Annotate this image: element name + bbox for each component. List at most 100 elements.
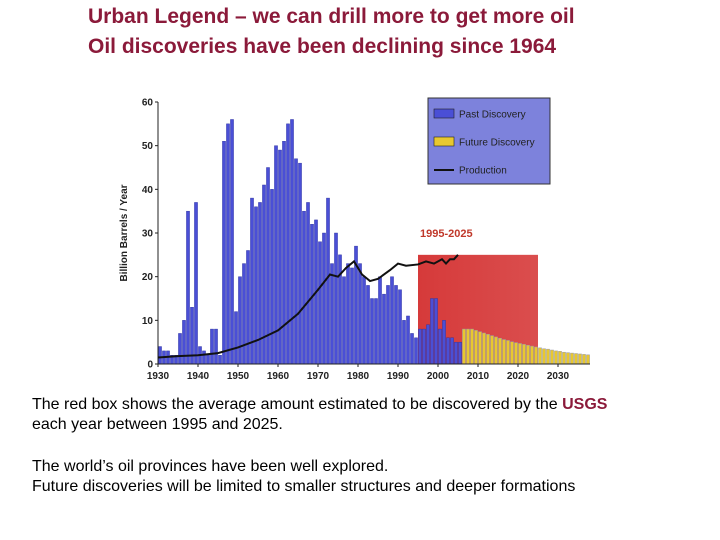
bar-future-discovery xyxy=(546,348,550,365)
bar-past-discovery xyxy=(202,350,206,365)
y-axis-label: Billion Barrels / Year xyxy=(119,184,130,281)
bar-past-discovery xyxy=(210,328,214,365)
bar-past-discovery xyxy=(290,119,294,365)
bar-future-discovery xyxy=(570,352,574,365)
bar-past-discovery xyxy=(350,267,354,365)
bar-past-discovery xyxy=(182,320,186,365)
y-tick-label: 20 xyxy=(142,272,154,283)
bar-future-discovery xyxy=(554,350,558,365)
bar-future-discovery xyxy=(562,351,566,365)
y-tick-label: 40 xyxy=(142,185,154,196)
bar-past-discovery xyxy=(178,333,182,365)
bar-past-discovery xyxy=(430,298,434,365)
bar-past-discovery xyxy=(458,341,462,365)
bar-future-discovery xyxy=(522,344,526,365)
bar-past-discovery xyxy=(402,320,406,365)
paragraph-exploration-line2: Future discoveries will be limited to sm… xyxy=(32,478,576,495)
paragraph-forecast-text: The red box shows the average amount est… xyxy=(32,396,563,413)
y-tick-label: 60 xyxy=(142,98,154,109)
bar-past-discovery xyxy=(222,141,226,365)
bar-future-discovery xyxy=(558,351,562,365)
x-tick-label: 1950 xyxy=(227,371,250,382)
bar-future-discovery xyxy=(474,330,478,365)
bar-future-discovery xyxy=(470,328,474,365)
bar-future-discovery xyxy=(478,331,482,365)
y-tick-label: 0 xyxy=(147,360,153,371)
bar-future-discovery xyxy=(502,339,506,365)
legend-label: Future Discovery xyxy=(459,138,535,149)
usgs-highlight: USGS xyxy=(562,396,608,413)
bar-future-discovery xyxy=(582,354,586,365)
bar-past-discovery xyxy=(242,263,246,365)
x-tick-label: 2030 xyxy=(547,371,570,382)
bar-future-discovery xyxy=(510,341,514,365)
bar-past-discovery xyxy=(218,355,222,365)
bar-past-discovery xyxy=(414,337,418,365)
bar-past-discovery xyxy=(206,355,210,365)
bar-past-discovery xyxy=(306,202,310,365)
bar-past-discovery xyxy=(418,328,422,365)
bar-past-discovery xyxy=(358,263,362,365)
bar-past-discovery xyxy=(286,123,290,365)
forecast-label-years: 1995-2025 xyxy=(420,228,473,240)
x-tick-label: 1960 xyxy=(267,371,290,382)
bar-past-discovery xyxy=(446,337,450,365)
bar-past-discovery xyxy=(230,119,234,365)
bar-past-discovery xyxy=(158,346,162,365)
x-tick-label: 1930 xyxy=(147,371,170,382)
x-tick-label: 1940 xyxy=(187,371,210,382)
bar-past-discovery xyxy=(378,276,382,365)
bar-past-discovery xyxy=(186,210,190,365)
bar-past-discovery xyxy=(454,341,458,365)
slide-subtitle: Oil discoveries have been declining sinc… xyxy=(88,35,557,58)
x-tick-label: 1970 xyxy=(307,371,330,382)
x-tick-label: 1980 xyxy=(347,371,370,382)
bar-past-discovery xyxy=(270,189,274,365)
bar-past-discovery xyxy=(342,276,346,365)
paragraph-exploration-note: The world’s oil provinces have been well… xyxy=(32,457,575,497)
legend-swatch xyxy=(433,108,455,119)
bar-past-discovery xyxy=(346,263,350,365)
bar-past-discovery xyxy=(318,241,322,365)
bar-future-discovery xyxy=(538,347,542,365)
bar-past-discovery xyxy=(194,202,198,365)
bar-past-discovery xyxy=(374,298,378,365)
paragraph-exploration-line1: The world’s oil provinces have been well… xyxy=(32,458,389,475)
bar-past-discovery xyxy=(394,285,398,365)
bar-past-discovery xyxy=(302,210,306,365)
bar-past-discovery xyxy=(426,324,430,365)
bar-past-discovery xyxy=(386,285,390,365)
bar-future-discovery xyxy=(490,335,494,365)
bar-past-discovery xyxy=(298,162,302,365)
bar-past-discovery xyxy=(226,123,230,365)
x-tick-label: 2010 xyxy=(467,371,490,382)
bar-future-discovery xyxy=(550,349,554,365)
bar-future-discovery xyxy=(574,353,578,365)
y-tick-label: 50 xyxy=(142,141,154,152)
bar-past-discovery xyxy=(434,298,438,365)
x-tick-label: 2000 xyxy=(427,371,450,382)
bar-past-discovery xyxy=(410,333,414,365)
bar-past-discovery xyxy=(406,315,410,365)
bar-future-discovery xyxy=(578,353,582,365)
forecast-label-title: USGS Forecast xyxy=(420,241,500,253)
oil-discovery-chart: 1995-2025 USGS Forecast 0 10 20 30 40 50 60 1930… xyxy=(118,88,598,388)
bar-future-discovery xyxy=(514,342,518,365)
legend-label: Production xyxy=(459,166,507,177)
bar-future-discovery xyxy=(482,332,486,365)
bar-future-discovery xyxy=(498,337,502,365)
bar-past-discovery xyxy=(330,263,334,365)
bar-past-discovery xyxy=(326,197,330,365)
x-tick-label: 1990 xyxy=(387,371,410,382)
bar-past-discovery xyxy=(370,298,374,365)
bar-past-discovery xyxy=(366,285,370,365)
bar-past-discovery xyxy=(238,276,242,365)
bar-past-discovery xyxy=(338,254,342,365)
production-line xyxy=(157,254,459,359)
legend-label: Past Discovery xyxy=(459,110,526,121)
paragraph-forecast-text-2: each year between 1995 and 2025. xyxy=(32,416,283,433)
bar-past-discovery xyxy=(278,149,282,365)
bar-past-discovery xyxy=(438,328,442,365)
bar-past-discovery xyxy=(246,250,250,365)
